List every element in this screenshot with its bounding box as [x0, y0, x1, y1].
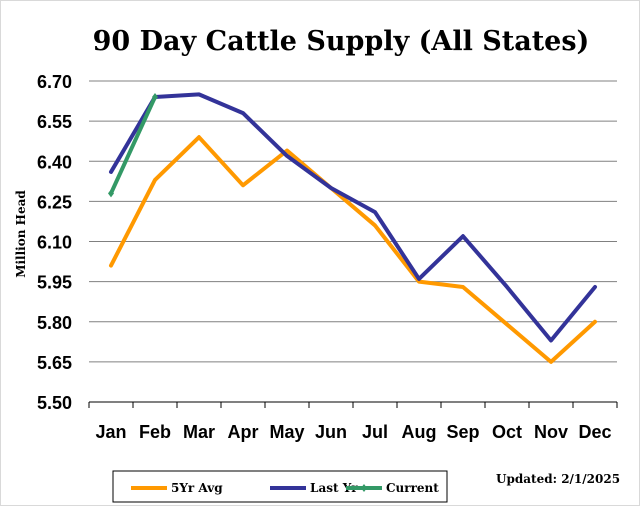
- x-tick-label: Sep: [446, 422, 479, 442]
- y-tick-label: 6.25: [37, 192, 72, 212]
- data-point-current: [152, 93, 158, 102]
- series-lines: [108, 92, 597, 364]
- gridlines: [89, 80, 617, 363]
- y-tick-label: 6.55: [37, 112, 72, 132]
- y-tick-label: 6.10: [37, 233, 72, 253]
- x-tick-label: Mar: [183, 422, 215, 442]
- chart-title: 90 Day Cattle Supply (All States): [93, 26, 590, 57]
- x-tick-label: Apr: [228, 422, 259, 442]
- x-tick-label: Dec: [578, 422, 611, 442]
- y-axis-label: Million Head: [14, 190, 28, 278]
- y-tick-label: 6.70: [37, 72, 72, 92]
- series-line-current: [109, 95, 157, 196]
- x-tick-label: Oct: [492, 422, 522, 442]
- updated-note: Updated: 2/1/2025: [496, 472, 620, 486]
- y-tick-label: 5.95: [37, 273, 72, 293]
- legend-label: Last Yr: [310, 481, 358, 495]
- x-tick-label: Feb: [139, 422, 171, 442]
- x-tick-label: Aug: [402, 422, 437, 442]
- legend-label: 5Yr Avg: [171, 481, 223, 495]
- x-tick-label: May: [269, 422, 304, 442]
- series-line-5yr-avg: [109, 135, 597, 364]
- x-tick-label: Nov: [534, 422, 568, 442]
- axes: [88, 401, 618, 408]
- y-tick-label: 5.50: [37, 393, 72, 413]
- x-tick-label: Jun: [315, 422, 347, 442]
- legend-marker: [361, 484, 367, 492]
- data-point-current: [108, 189, 114, 198]
- x-tick-label: Jul: [362, 422, 388, 442]
- series-line-last-yr: [109, 92, 597, 343]
- x-tick-label: Jan: [95, 422, 126, 442]
- y-tick-label: 5.65: [37, 353, 72, 373]
- y-tick-labels: 5.50 5.65 5.80 5.95 6.10 6.25 6.40 6.55 6.70: [37, 72, 72, 413]
- legend-label: Current: [386, 481, 439, 495]
- legend: 5Yr Avg Last Yr Current: [112, 470, 448, 503]
- y-tick-label: 5.80: [37, 313, 72, 333]
- y-tick-label: 6.40: [37, 152, 72, 172]
- x-tick-labels: Jan Feb Mar Apr May Jun Jul Aug Sep Oct Nov Dec: [95, 422, 611, 442]
